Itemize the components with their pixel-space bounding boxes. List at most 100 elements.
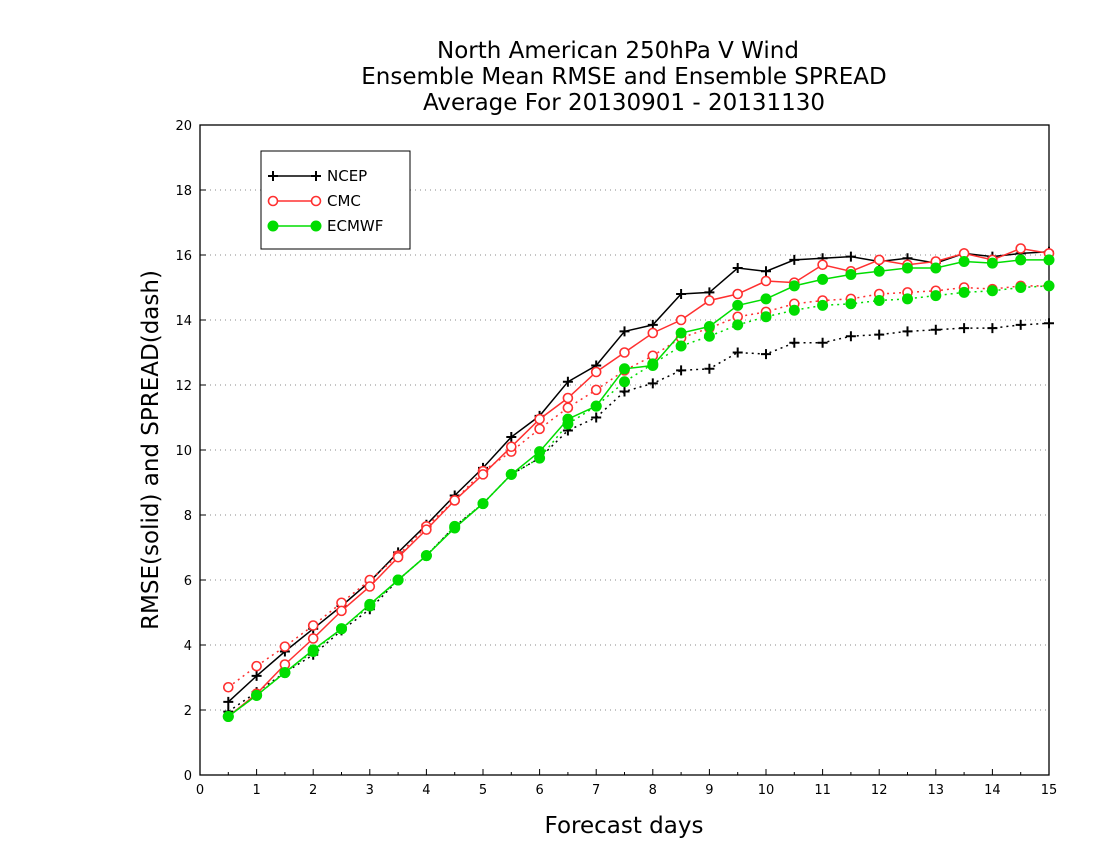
- data-point: [1043, 280, 1055, 292]
- data-point: [789, 337, 800, 348]
- x-tick-label: 0: [196, 783, 204, 798]
- legend-label: ECMWF: [327, 217, 383, 235]
- y-tick-label: 12: [175, 379, 192, 394]
- data-point: [307, 620, 319, 631]
- series-line-spread: [227, 285, 1049, 688]
- x-tick-label: 7: [592, 783, 600, 798]
- legend-item-cmc: CMC: [267, 192, 361, 210]
- data-point: [732, 299, 744, 311]
- x-tick-label: 13: [928, 783, 945, 798]
- data-point: [223, 681, 234, 693]
- data-point: [310, 220, 322, 232]
- data-point: [449, 495, 461, 506]
- y-tick-label: 8: [184, 509, 192, 524]
- legend-label: CMC: [327, 192, 361, 210]
- data-point: [845, 269, 857, 280]
- data-point: [676, 365, 687, 376]
- data-point: [760, 293, 772, 305]
- data-point: [477, 469, 489, 480]
- data-point: [364, 581, 376, 592]
- data-point: [222, 711, 234, 722]
- series-cmc: [223, 243, 1055, 722]
- data-point: [619, 376, 630, 388]
- data-point: [1043, 254, 1055, 266]
- data-point: [704, 295, 715, 306]
- data-point: [1015, 319, 1026, 330]
- data-point: [251, 660, 262, 672]
- data-point: [676, 289, 687, 299]
- legend: NCEP CMC ECMWF: [260, 150, 411, 250]
- y-tick-label: 0: [184, 769, 192, 784]
- data-point: [703, 330, 715, 342]
- y-tick-label: 14: [175, 314, 192, 329]
- data-point: [307, 644, 319, 656]
- series-ncep: [223, 246, 1054, 717]
- data-point: [675, 327, 687, 339]
- y-tick-label: 16: [175, 249, 192, 264]
- legend-label: NCEP: [327, 167, 367, 185]
- data-point: [647, 327, 659, 339]
- data-point: [251, 689, 263, 701]
- data-point: [817, 273, 829, 285]
- data-point: [930, 290, 942, 302]
- data-point: [420, 550, 432, 562]
- data-point: [562, 402, 574, 414]
- x-tick-label: 15: [1041, 783, 1058, 798]
- legend-item-ncep: NCEP: [268, 167, 367, 185]
- data-point: [761, 266, 771, 277]
- data-point: [647, 378, 658, 389]
- x-tick-label: 1: [252, 783, 260, 798]
- x-tick-label: 8: [649, 783, 657, 798]
- data-point: [392, 574, 404, 586]
- data-point: [760, 311, 772, 323]
- data-point: [223, 696, 234, 707]
- y-axis-label: RMSE(solid) and SPREAD(dash): [138, 270, 164, 630]
- x-tick-label: 2: [309, 783, 317, 798]
- x-tick-label: 6: [535, 783, 543, 798]
- data-point: [1015, 254, 1027, 266]
- data-point: [930, 262, 942, 274]
- data-point: [873, 265, 885, 277]
- data-point: [704, 363, 715, 374]
- data-point: [562, 392, 574, 404]
- data-point: [1044, 318, 1054, 329]
- data-point: [279, 667, 291, 679]
- data-point: [336, 623, 347, 635]
- data-point: [761, 349, 771, 360]
- data-point: [307, 633, 319, 644]
- data-point: [364, 598, 376, 610]
- y-tick-label: 18: [175, 184, 192, 199]
- data-point: [845, 331, 856, 342]
- legend-item-ecmwf: ECMWF: [267, 217, 383, 235]
- data-point: [675, 340, 687, 352]
- data-point: [845, 251, 856, 262]
- data-point: [1015, 282, 1027, 293]
- data-point: [619, 363, 630, 375]
- data-point: [562, 376, 573, 387]
- data-point: [251, 670, 262, 681]
- data-point: [930, 324, 941, 335]
- data-point: [505, 441, 517, 453]
- data-point: [534, 423, 545, 435]
- data-point: [591, 412, 602, 423]
- data-point: [311, 171, 321, 181]
- data-point: [902, 262, 913, 274]
- data-point: [619, 347, 630, 358]
- data-point: [788, 304, 800, 316]
- data-point: [392, 551, 404, 563]
- data-point: [590, 384, 602, 396]
- y-tick-label: 2: [184, 704, 192, 719]
- data-point: [562, 413, 574, 425]
- y-tick-label: 10: [175, 444, 192, 459]
- x-axis-ticks: 0 1 2 3 4 5 6 7 8 9 10 11 12 13 14 15: [196, 769, 1057, 798]
- data-point: [959, 323, 970, 334]
- x-tick-label: 5: [479, 783, 487, 798]
- y-tick-label: 4: [184, 639, 192, 654]
- series-line-rmse: [227, 247, 1050, 718]
- y-tick-label: 20: [175, 119, 192, 134]
- data-point: [845, 298, 857, 310]
- data-point: [505, 468, 517, 480]
- data-point: [506, 432, 517, 442]
- data-point: [336, 605, 347, 617]
- data-point: [732, 347, 743, 358]
